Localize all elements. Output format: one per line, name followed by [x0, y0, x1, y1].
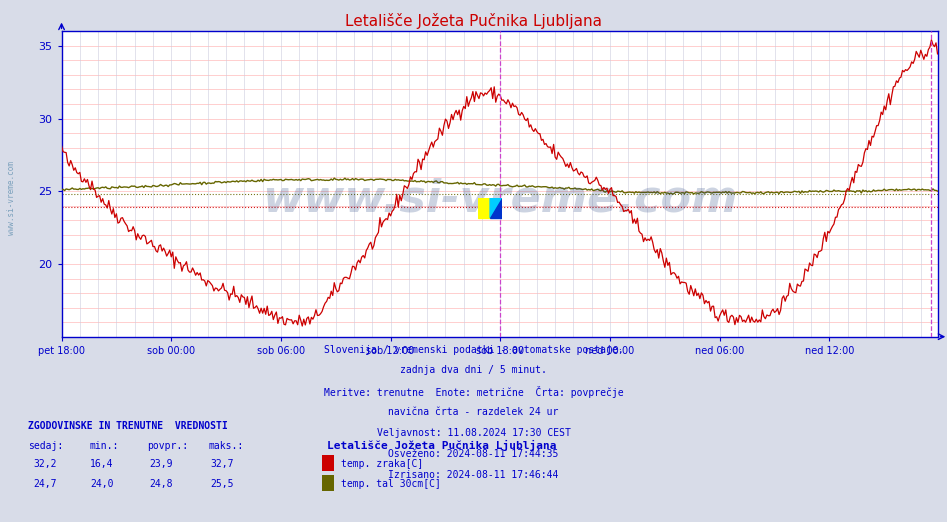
Text: temp. zraka[C]: temp. zraka[C] [341, 459, 423, 469]
Text: 16,4: 16,4 [90, 459, 114, 469]
Text: 25,5: 25,5 [210, 479, 234, 489]
Text: 23,9: 23,9 [150, 459, 173, 469]
Text: Slovenija / vremenski podatki - avtomatske postaje.: Slovenija / vremenski podatki - avtomats… [324, 345, 623, 354]
Text: Izrisano: 2024-08-11 17:46:44: Izrisano: 2024-08-11 17:46:44 [388, 470, 559, 480]
Text: min.:: min.: [90, 441, 119, 451]
Text: 24,7: 24,7 [33, 479, 57, 489]
Text: 24,8: 24,8 [150, 479, 173, 489]
Text: navična črta - razdelek 24 ur: navična črta - razdelek 24 ur [388, 407, 559, 417]
Text: Letališče Jožeta Pučnika Ljubljana: Letališče Jožeta Pučnika Ljubljana [327, 440, 556, 451]
Polygon shape [491, 198, 502, 218]
Polygon shape [491, 198, 502, 218]
Text: Osveženo: 2024-08-11 17:44:35: Osveženo: 2024-08-11 17:44:35 [388, 449, 559, 459]
Text: www.si-vreme.com: www.si-vreme.com [261, 178, 738, 221]
Text: Veljavnost: 11.08.2024 17:30 CEST: Veljavnost: 11.08.2024 17:30 CEST [377, 428, 570, 438]
Text: Meritve: trenutne  Enote: metrične  Črta: povprečje: Meritve: trenutne Enote: metrične Črta: … [324, 386, 623, 398]
Text: povpr.:: povpr.: [147, 441, 188, 451]
Text: 32,7: 32,7 [210, 459, 234, 469]
Text: 24,0: 24,0 [90, 479, 114, 489]
Text: sedaj:: sedaj: [28, 441, 63, 451]
Bar [478, 198, 491, 218]
Text: 32,2: 32,2 [33, 459, 57, 469]
Text: Letališče Jožeta Pučnika Ljubljana: Letališče Jožeta Pučnika Ljubljana [345, 13, 602, 29]
Text: www.si-vreme.com: www.si-vreme.com [7, 161, 16, 235]
Text: temp. tal 30cm[C]: temp. tal 30cm[C] [341, 479, 440, 489]
Text: maks.:: maks.: [208, 441, 243, 451]
Text: zadnja dva dni / 5 minut.: zadnja dva dni / 5 minut. [400, 365, 547, 375]
Text: ZGODOVINSKE IN TRENUTNE  VREDNOSTI: ZGODOVINSKE IN TRENUTNE VREDNOSTI [28, 421, 228, 431]
